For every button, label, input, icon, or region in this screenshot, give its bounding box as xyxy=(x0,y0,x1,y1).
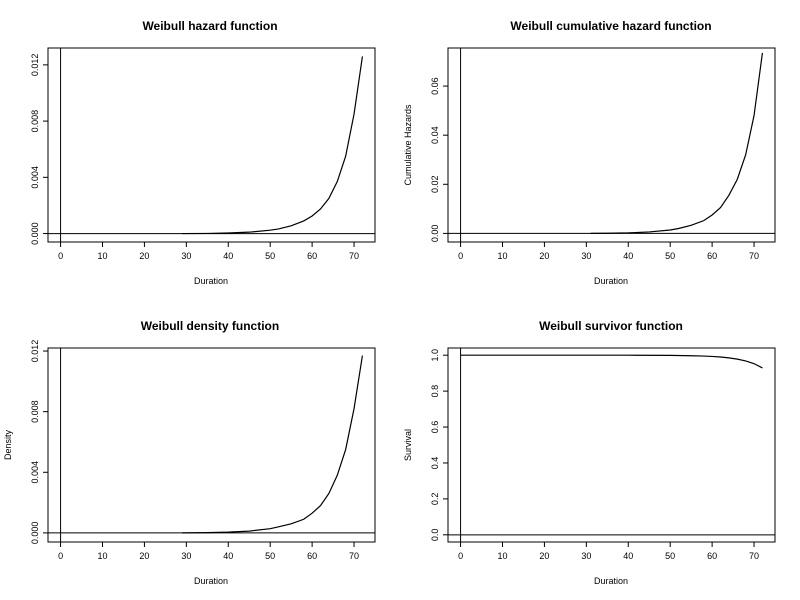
x-axis-label: Duration xyxy=(594,276,628,286)
chart-title: Weibull cumulative hazard function xyxy=(510,19,711,33)
chart-title: Weibull density function xyxy=(141,319,279,333)
plot-frame xyxy=(447,47,776,243)
x-tick-label: 20 xyxy=(139,551,149,561)
series-line xyxy=(460,354,763,369)
x-tick-label: 60 xyxy=(307,551,317,561)
y-axis-label: Cumulative Hazards xyxy=(403,104,413,186)
x-tick-label: 10 xyxy=(497,251,507,261)
x-axis: 0 10 20 30 40 50 60 70 xyxy=(58,242,359,261)
y-axis-label: Density xyxy=(3,429,13,460)
y-tick-label: 0.06 xyxy=(430,77,440,95)
y-axis-label: Survival xyxy=(403,429,413,461)
x-axis: 0 10 20 30 40 50 60 70 xyxy=(458,542,759,561)
panel-survivor: Weibull survivor function Duration Survi… xyxy=(403,319,776,586)
x-tick-label: 10 xyxy=(497,551,507,561)
y-tick-label: 0.4 xyxy=(430,457,440,470)
x-tick-label: 70 xyxy=(349,551,359,561)
y-tick-label: 0.000 xyxy=(30,222,40,245)
plot-area xyxy=(448,348,775,542)
x-tick-label: 50 xyxy=(665,251,675,261)
x-tick-label: 70 xyxy=(349,251,359,261)
x-tick-label: 30 xyxy=(581,251,591,261)
y-tick-label: 0.2 xyxy=(430,493,440,506)
y-axis: 0.00 0.02 0.04 0.06 xyxy=(430,77,448,242)
plot-area xyxy=(448,48,775,242)
series-line xyxy=(182,355,364,534)
panel-cumulative-hazard: Weibull cumulative hazard function Durat… xyxy=(403,19,776,286)
y-tick-label: 0.0 xyxy=(430,529,440,542)
chart-title: Weibull hazard function xyxy=(142,19,277,33)
x-tick-label: 10 xyxy=(97,251,107,261)
x-tick-label: 60 xyxy=(707,251,717,261)
x-tick-label: 10 xyxy=(97,551,107,561)
x-tick-label: 40 xyxy=(223,551,233,561)
x-tick-label: 40 xyxy=(623,551,633,561)
plot-area xyxy=(48,48,375,242)
x-tick-label: 50 xyxy=(265,251,275,261)
plot-area xyxy=(48,348,375,542)
x-tick-label: 20 xyxy=(539,251,549,261)
y-axis: 0.000 0.004 0.008 0.012 xyxy=(30,54,48,245)
plot-frame xyxy=(47,47,376,243)
x-tick-label: 30 xyxy=(181,251,191,261)
y-tick-label: 0.04 xyxy=(430,126,440,144)
chart-title: Weibull survivor function xyxy=(539,319,683,333)
x-tick-label: 50 xyxy=(265,551,275,561)
x-axis-label: Duration xyxy=(594,576,628,586)
y-tick-label: 0.6 xyxy=(430,421,440,434)
plot-frame xyxy=(447,347,776,543)
y-tick-label: 0.012 xyxy=(30,54,40,77)
y-tick-label: 1.0 xyxy=(430,349,440,362)
x-tick-label: 0 xyxy=(58,551,63,561)
x-tick-label: 0 xyxy=(58,251,63,261)
y-axis: 0.000 0.004 0.008 0.012 xyxy=(30,340,48,544)
x-tick-label: 50 xyxy=(665,551,675,561)
y-tick-label: 0.008 xyxy=(30,400,40,423)
x-tick-label: 40 xyxy=(623,251,633,261)
y-axis: 0.0 0.2 0.4 0.6 0.8 1.0 xyxy=(430,349,448,541)
y-tick-label: 0.02 xyxy=(430,176,440,194)
y-tick-label: 0.008 xyxy=(30,110,40,133)
x-axis: 0 10 20 30 40 50 60 70 xyxy=(58,542,359,561)
y-tick-label: 0.00 xyxy=(430,225,440,243)
y-tick-label: 0.004 xyxy=(30,166,40,189)
x-axis-label: Duration xyxy=(194,276,228,286)
y-tick-label: 0.8 xyxy=(430,385,440,398)
x-tick-label: 20 xyxy=(139,251,149,261)
x-tick-label: 0 xyxy=(458,551,463,561)
x-tick-label: 30 xyxy=(581,551,591,561)
y-tick-label: 0.004 xyxy=(30,461,40,484)
x-tick-label: 60 xyxy=(307,251,317,261)
series-line xyxy=(182,56,364,235)
x-axis-label: Duration xyxy=(194,576,228,586)
x-axis: 0 10 20 30 40 50 60 70 xyxy=(458,242,759,261)
panel-hazard: Weibull hazard function Duration 0 10 20 30… xyxy=(30,19,376,286)
x-tick-label: 30 xyxy=(181,551,191,561)
x-tick-label: 60 xyxy=(707,551,717,561)
y-tick-label: 0.000 xyxy=(30,522,40,545)
x-tick-label: 20 xyxy=(539,551,549,561)
x-tick-label: 70 xyxy=(749,251,759,261)
panel-density: Weibull density function Duration Densit… xyxy=(3,319,376,586)
x-tick-label: 40 xyxy=(223,251,233,261)
x-tick-label: 70 xyxy=(749,551,759,561)
y-tick-label: 0.012 xyxy=(30,340,40,363)
x-tick-label: 0 xyxy=(458,251,463,261)
plot-frame xyxy=(47,347,376,543)
series-line xyxy=(590,52,764,235)
